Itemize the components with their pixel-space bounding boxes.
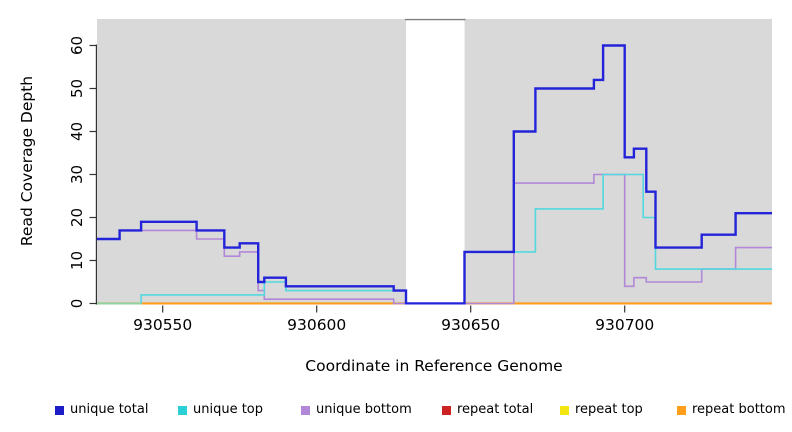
x-tick-label: 930550 <box>133 316 192 334</box>
x-axis-label: Coordinate in Reference Genome <box>305 357 562 375</box>
y-tick-label: 30 <box>68 165 86 184</box>
plot-background-layer <box>97 18 772 305</box>
legend-label: repeat bottom <box>692 402 786 417</box>
y-tick-label: 60 <box>68 36 86 55</box>
legend-label: repeat total <box>457 402 534 417</box>
legend-swatch-unique-bottom <box>301 405 310 415</box>
legend-label: unique bottom <box>316 402 412 417</box>
y-tick-label: 40 <box>68 122 86 141</box>
legend-item-unique-total: unique total <box>55 402 148 418</box>
series-layer <box>97 44 772 305</box>
y-tick-label: 10 <box>68 251 86 270</box>
y-tick-label: 50 <box>68 79 86 98</box>
series-unique-total <box>97 44 772 305</box>
x-tick-label: 930700 <box>595 316 654 334</box>
legend-swatch-repeat-top <box>560 405 569 415</box>
legend-swatch-unique-top <box>178 405 187 415</box>
y-axis-label: Read Coverage Depth <box>18 76 36 246</box>
legend-swatch-unique-total <box>55 405 64 415</box>
x-tick-label: 930650 <box>441 316 500 334</box>
coverage-gap-band <box>406 19 465 305</box>
legend-label: unique top <box>193 402 264 417</box>
legend-item-repeat-total: repeat total <box>442 402 533 418</box>
legend-swatch-repeat-bottom <box>677 405 686 415</box>
legend-item-unique-bottom: unique bottom <box>301 402 412 418</box>
legend-item-unique-top: unique top <box>178 402 263 418</box>
y-tick-label: 20 <box>68 208 86 227</box>
legend-item-repeat-bottom: repeat bottom <box>677 402 786 418</box>
legend-label: unique total <box>70 402 149 417</box>
y-tick-label: 0 <box>68 299 86 309</box>
legend-swatch-repeat-total <box>442 405 451 415</box>
legend-item-repeat-top: repeat top <box>560 402 643 418</box>
axes-layer: 0 10 20 30 40 50 60 930550 930600 930650 930700 <box>68 36 654 334</box>
legend-label: repeat top <box>575 402 643 417</box>
x-tick-label: 930600 <box>287 316 346 334</box>
